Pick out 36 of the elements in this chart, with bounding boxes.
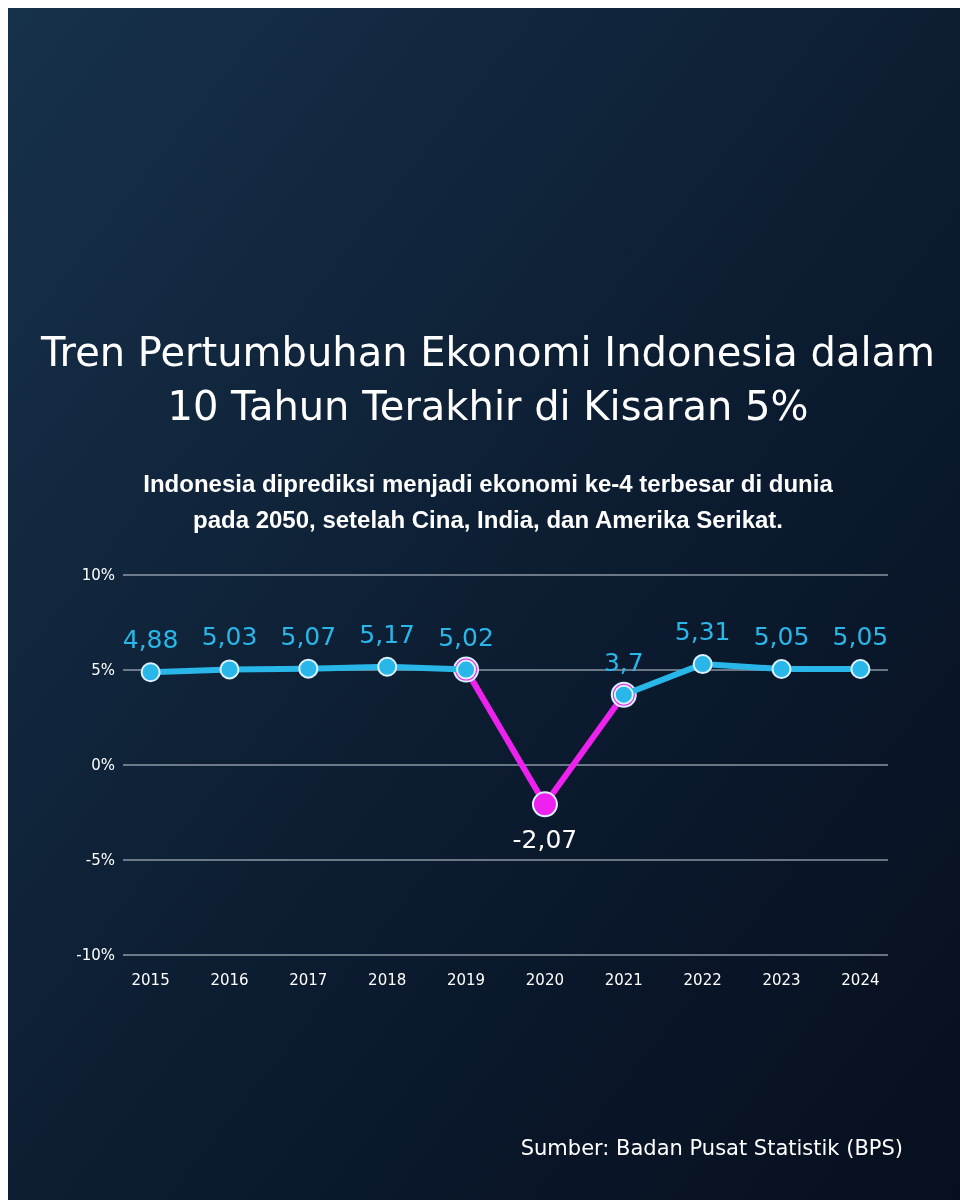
y-tick-label: -5% (85, 851, 115, 869)
point (531, 791, 558, 818)
x-tick-label: 2018 (368, 971, 407, 989)
data-label: 5,05 (832, 622, 889, 652)
data-label: 3,7 (603, 647, 644, 677)
point (219, 659, 240, 680)
y-tick-label: -10% (76, 946, 115, 964)
y-tick-label: 5% (91, 661, 115, 679)
x-tick-label: 2021 (604, 971, 643, 989)
chart-title: Tren Pertumbuhan Ekonomi Indonesia dalam 10 Tahun Terakhir di Kisaran 5% (40, 329, 935, 429)
point (771, 659, 792, 680)
y-tick-label: 0% (91, 756, 115, 774)
data-label: 5,03 (201, 622, 258, 652)
data-label: 5,31 (674, 617, 731, 647)
point (298, 658, 319, 679)
x-tick-label: 2024 (841, 971, 880, 989)
point (377, 656, 398, 677)
data-label: 5,17 (359, 619, 416, 649)
x-tick-label: 2020 (525, 971, 565, 989)
y-tick-label: 10% (81, 566, 115, 584)
x-tick-label: 2022 (683, 971, 722, 989)
point (692, 654, 713, 675)
x-tick-label: 2023 (762, 971, 801, 989)
point (140, 662, 161, 683)
x-tick-label: 2019 (446, 971, 486, 989)
chart-subtitle: Indonesia diprediksi menjadi ekonomi ke-4 terbesar di dunia pada 2050, setelah Cina, India, dan Amerika Serikat. (143, 470, 834, 533)
x-tick-label: 2016 (210, 971, 249, 989)
data-label: 5,07 (280, 621, 337, 651)
point (850, 659, 871, 680)
x-tick-label: 2015 (131, 971, 170, 989)
data-label: 5,05 (753, 622, 810, 652)
data-label: 4,88 (122, 625, 179, 655)
data-label: 5,02 (438, 622, 494, 652)
x-tick-label: 2017 (289, 971, 328, 989)
data-label: -2,07 (512, 825, 578, 855)
text: Sumber: Badan Pusat Statistik (BPS) (520, 1136, 903, 1160)
